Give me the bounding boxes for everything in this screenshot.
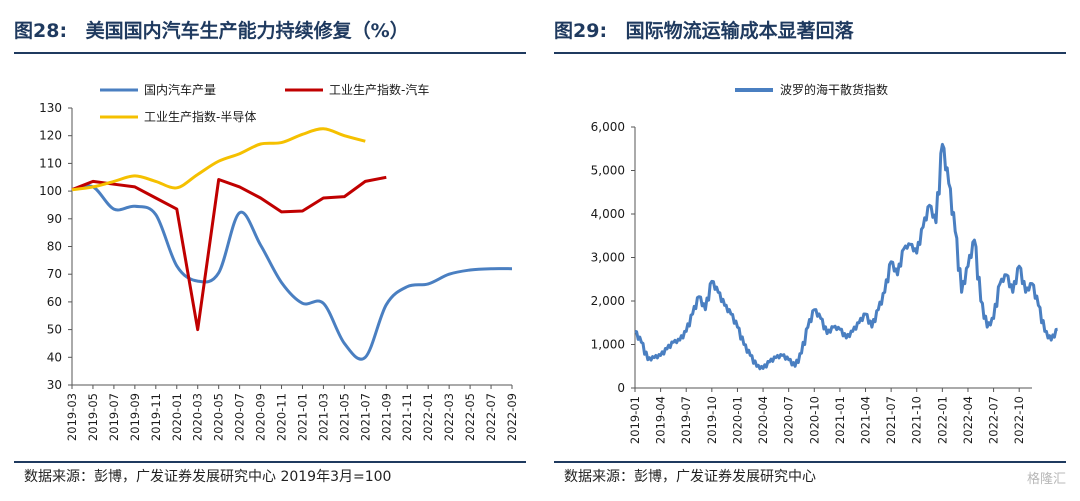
x-tick-label: 2020-01 xyxy=(730,396,744,444)
y-tick-label: 60 xyxy=(47,295,62,309)
x-tick-label: 2020-03 xyxy=(191,393,205,441)
figure-number-right: 图29: xyxy=(554,20,608,42)
x-tick-label: 2019-09 xyxy=(128,393,142,441)
x-tick-label: 2020-04 xyxy=(756,396,770,444)
x-tick-label: 2022-05 xyxy=(463,393,477,441)
watermark-logo: 格隆汇 xyxy=(1026,472,1066,487)
x-tick-label: 2021-07 xyxy=(884,396,898,444)
y-tick-label: 30 xyxy=(47,378,62,392)
x-tick-label: 2020-10 xyxy=(807,396,821,444)
chart-panel-left: 图28: 美国国内汽车生产能力持续修复（%） 30 40 50 60 70 80 90 100… xyxy=(14,14,526,491)
x-tick-label: 2019-05 xyxy=(86,393,100,441)
y-tick-label: 100 xyxy=(39,184,62,198)
x-tick-label: 2022-01 xyxy=(421,393,435,441)
x-tick-label: 2020-05 xyxy=(212,393,226,441)
x-tick-label: 2020-09 xyxy=(254,393,268,441)
x-tick-label: 2019-04 xyxy=(654,396,668,444)
x-tick-label: 2021-05 xyxy=(337,393,351,441)
x-tick-label: 2021-04 xyxy=(859,396,873,444)
legend-label: 工业生产指数-汽车 xyxy=(329,82,429,97)
y-tick-label: 6,000 xyxy=(591,120,625,134)
legend-label: 波罗的海干散货指数 xyxy=(780,82,888,97)
x-tick-label: 2021-07 xyxy=(358,393,372,441)
line-chart-auto-production: 30 40 50 60 70 80 90 100 110 120 130 2019-03 2019-05… xyxy=(39,82,519,441)
x-tick-label: 2019-07 xyxy=(107,393,121,441)
x-tick-label: 2021-11 xyxy=(400,393,414,441)
legend-label: 国内汽车产量 xyxy=(144,82,216,97)
x-tick-label: 2021-01 xyxy=(833,396,847,444)
source-note-right: 数据来源：彭博，广发证券发展研究中心 xyxy=(554,461,1066,491)
x-tick-label: 2019-03 xyxy=(65,393,79,441)
y-tick-label: 120 xyxy=(39,129,62,143)
x-tick-label: 2021-10 xyxy=(910,396,924,444)
y-tick-label: 1,000 xyxy=(591,338,625,352)
y-tick-label: 90 xyxy=(47,212,62,226)
x-tick-label: 2021-09 xyxy=(379,393,393,441)
series-line-1 xyxy=(71,184,513,361)
y-tick-label: 4,000 xyxy=(591,207,625,221)
y-tick-label: 3,000 xyxy=(591,251,625,265)
source-note-left: 数据来源：彭博，广发证券发展研究中心 2019年3月=100 xyxy=(14,461,526,491)
series-line-3 xyxy=(71,127,366,192)
y-tick-label: 0 xyxy=(617,381,625,395)
x-tick-label: 2022-03 xyxy=(442,393,456,441)
x-tick-label: 2022-01 xyxy=(935,396,949,444)
y-tick-label: 50 xyxy=(47,323,62,337)
y-tick-label: 70 xyxy=(47,267,62,281)
y-tick-label: 2,000 xyxy=(591,294,625,308)
chart-title-right: 图29: 国际物流运输成本显著回落 xyxy=(554,14,1066,54)
x-tick-label: 2019-07 xyxy=(679,396,693,444)
x-tick-label: 2021-01 xyxy=(295,393,309,441)
y-tick-label: 5,000 xyxy=(591,164,625,178)
series-line-bdi xyxy=(634,142,1058,371)
x-tick-label: 2022-07 xyxy=(987,396,1001,444)
x-tick-label: 2022-10 xyxy=(1012,396,1026,444)
chart-panel-right: 图29: 国际物流运输成本显著回落 0 1,000 2,000 3,000 4,000 5… xyxy=(540,0,1080,501)
chart-title-text-right: 国际物流运输成本显著回落 xyxy=(625,20,854,42)
x-tick-label: 2019-11 xyxy=(149,393,163,441)
x-tick-label: 2019-10 xyxy=(705,396,719,444)
x-tick-label: 2020-07 xyxy=(782,396,796,444)
chart-title-left: 图28: 美国国内汽车生产能力持续修复（%） xyxy=(14,14,526,54)
x-tick-label: 2020-11 xyxy=(275,393,289,441)
y-tick-label: 80 xyxy=(47,240,62,254)
x-tick-label: 2021-03 xyxy=(316,393,330,441)
x-tick-label: 2022-09 xyxy=(505,393,519,441)
series-line-2 xyxy=(71,175,387,332)
x-tick-label: 2020-01 xyxy=(170,393,184,441)
x-tick-label: 2022-04 xyxy=(961,396,975,444)
x-tick-label: 2019-01 xyxy=(628,396,642,444)
figure-number-left: 图28: xyxy=(14,20,68,42)
chart-title-text-left: 美国国内汽车生产能力持续修复（%） xyxy=(85,20,409,42)
y-tick-label: 130 xyxy=(39,101,62,115)
y-tick-label: 40 xyxy=(47,350,62,364)
x-tick-label: 2022-07 xyxy=(484,393,498,441)
line-chart-baltic-dry-index: 0 1,000 2,000 3,000 4,000 5,000 6,000 2019-01 20… xyxy=(591,82,1058,444)
legend-label: 工业生产指数-半导体 xyxy=(144,109,256,124)
y-tick-label: 110 xyxy=(39,156,62,170)
x-tick-label: 2020-07 xyxy=(233,393,247,441)
